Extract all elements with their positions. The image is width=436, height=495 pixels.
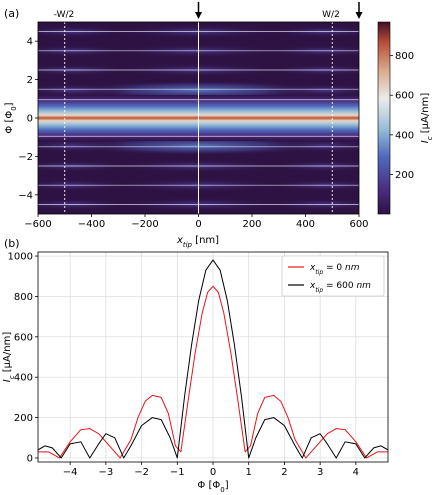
heatmap-xtick-label: 0	[195, 219, 201, 230]
line-xtick-label: 1	[246, 467, 252, 478]
series-line-xtip-0	[38, 285, 388, 459]
heatmap-xtick-label: 200	[242, 219, 261, 230]
heatmap-xtick-label: −400	[78, 219, 105, 230]
legend: xtip = 0 nm xtip = 600 nm	[281, 255, 385, 297]
heatmap-ytick-label: 4	[27, 37, 33, 48]
annotation-minus-half-width: -W/2	[54, 10, 75, 20]
colorbar-tick-label: 200	[395, 170, 414, 181]
position-arrow-head	[355, 12, 363, 19]
line-xtick-label: −4	[63, 467, 78, 478]
heatmap-ytick-label: −2	[18, 152, 33, 163]
line-xtick-label: 2	[281, 467, 287, 478]
heatmap-ytick-label: 2	[27, 75, 33, 86]
line-xlabel: Φ [Φ0]	[197, 480, 228, 494]
line-axes: −4 −3 −2 −1 0 1 2 3 4 0 200 400 600 800 1000	[8, 252, 359, 478]
legend-label-black: xtip = 600 nm	[309, 281, 371, 294]
line-xtick-label: 4	[353, 467, 359, 478]
line-ytick-label: 400	[14, 373, 33, 384]
legend-box	[281, 255, 385, 297]
legend-label-red: xtip = 0 nm	[309, 263, 360, 276]
line-xtick-label: −1	[170, 467, 185, 478]
colorbar-tick-label: 400	[395, 130, 414, 141]
heatmap-lobes	[38, 24, 359, 212]
heatmap-arrows	[195, 2, 363, 19]
position-arrow-head	[195, 12, 202, 19]
line-ytick-label: 600	[14, 332, 33, 343]
colorbar-tick-label: 800	[395, 51, 414, 62]
heatmap-xlabel: xtip [nm]	[176, 235, 219, 249]
line-xtick-label: 3	[317, 467, 323, 478]
heatmap-plot	[38, 22, 359, 214]
line-xtick-label: 0	[210, 467, 216, 478]
heatmap-ytick-label: −4	[18, 190, 33, 201]
line-ytick-label: 200	[14, 413, 33, 424]
colorbar	[377, 21, 391, 215]
line-ytick-label: 1000	[8, 252, 33, 263]
colorbar-tick-label: 600	[395, 91, 414, 102]
heatmap-axes: −600 −400 −200 0 200 400 600 −4 −2 0 2 4	[18, 37, 368, 230]
colorbar-label: Ic [μA/nm]	[420, 93, 434, 144]
annotation-plus-half-width: W/2	[322, 10, 340, 20]
heatmap-xtick-label: 400	[296, 219, 315, 230]
heatmap-xtick-label: −600	[24, 219, 51, 230]
line-series	[38, 259, 388, 459]
heatmap-grid	[38, 22, 359, 214]
heatmap-lobe	[264, 138, 359, 153]
line-ytick-label: 0	[27, 453, 33, 464]
line-xtick-label: −2	[134, 467, 149, 478]
panel-b-label: (b)	[4, 237, 20, 250]
series-line-xtip-600	[38, 259, 388, 459]
line-xtick-label: −3	[98, 467, 113, 478]
heatmap-lobe	[38, 83, 133, 98]
heatmap-ytick-label: 0	[27, 114, 33, 125]
line-ylabel: Ic [μA/nm]	[2, 332, 16, 383]
heatmap-ylabel: Φ [Φ0]	[4, 102, 18, 133]
line-ytick-label: 800	[14, 292, 33, 303]
heatmap-xtick-label: 600	[349, 219, 368, 230]
heatmap-xtick-label: −200	[131, 219, 158, 230]
colorbar-ticks: 200 400 600 800	[390, 51, 414, 181]
heatmap-lobe	[264, 83, 359, 98]
panel-a-label: (a)	[4, 7, 19, 20]
heatmap-lobe	[38, 138, 133, 153]
